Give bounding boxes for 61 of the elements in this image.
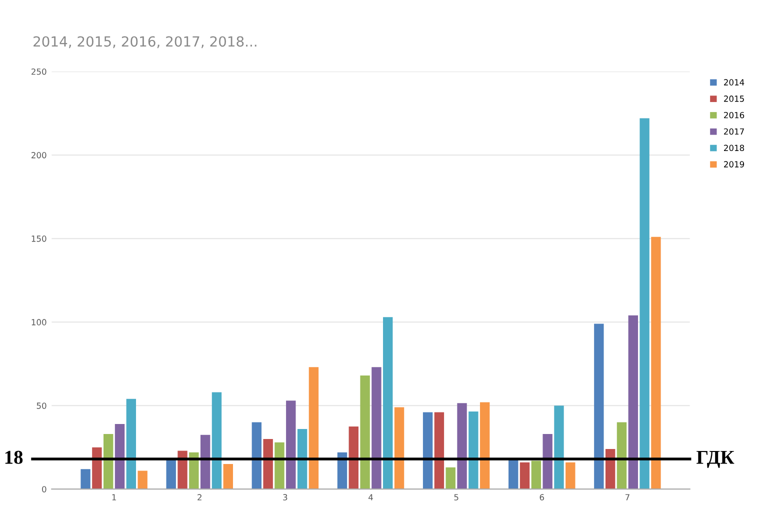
bar (480, 402, 490, 490)
bar (554, 406, 564, 490)
legend-label: 2015 (724, 96, 744, 102)
bar (360, 376, 370, 490)
bar (640, 118, 650, 490)
bar (200, 434, 210, 490)
chart-title: 2014, 2015, 2016, 2017, 2018... (34, 36, 256, 48)
bar (422, 412, 433, 490)
bar (616, 422, 627, 490)
legend-label: 2014 (724, 79, 744, 86)
bar (520, 462, 530, 490)
bar (297, 428, 308, 490)
bar (189, 452, 199, 490)
bar (104, 434, 114, 490)
y-tick-label: 50 (36, 402, 46, 409)
x-tick-label: 6 (540, 494, 544, 500)
bar (372, 367, 382, 490)
bar (446, 467, 456, 490)
bar (308, 367, 319, 490)
bar (651, 236, 661, 490)
bar (92, 447, 102, 490)
x-tick-label: 4 (368, 494, 373, 500)
bar (212, 392, 222, 490)
bar (383, 317, 393, 490)
y-tick-label: 100 (32, 319, 46, 326)
bar (166, 459, 176, 490)
legend-label: 2018 (724, 144, 744, 152)
y-tick-label: 0 (42, 486, 46, 492)
bar (114, 424, 125, 490)
bar (252, 422, 262, 490)
bar (178, 450, 188, 490)
bar (263, 439, 273, 490)
bar (457, 403, 467, 490)
y-tick-label: 250 (32, 68, 46, 75)
y-tick-label: 200 (32, 152, 46, 158)
bar (80, 469, 90, 490)
y-tick-label: 150 (32, 236, 46, 242)
bar (274, 442, 284, 490)
legend-label: 2016 (724, 112, 744, 118)
bar (468, 411, 478, 490)
bar (126, 398, 136, 490)
bar (531, 460, 542, 490)
bar (138, 470, 148, 490)
text: 18 (5, 450, 23, 464)
bar (566, 462, 576, 490)
x-tick-label: 7 (625, 494, 630, 500)
ref-line-label: ГДК (696, 450, 734, 468)
bar (223, 464, 233, 490)
bar (286, 400, 296, 490)
bar (434, 412, 444, 490)
legend-label: 2017 (724, 128, 744, 135)
bar (628, 315, 638, 490)
bar (348, 426, 358, 490)
bar (542, 434, 552, 490)
x-tick-label: 1 (112, 494, 116, 500)
x-tick-label: 5 (454, 494, 458, 500)
bar (394, 407, 404, 490)
x-tick-label: 3 (283, 494, 288, 500)
x-tick-label: 2 (198, 494, 202, 500)
legend-label: 2019 (724, 161, 744, 168)
bar (594, 324, 604, 490)
